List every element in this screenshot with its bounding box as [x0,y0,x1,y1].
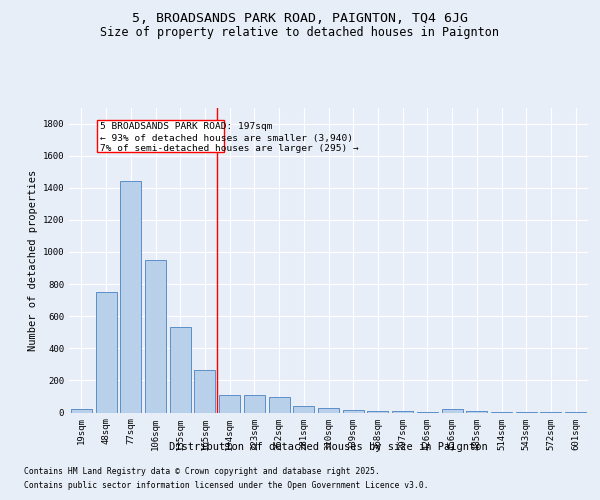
Text: 7% of semi-detached houses are larger (295) →: 7% of semi-detached houses are larger (2… [100,144,358,154]
Text: Distribution of detached houses by size in Paignton: Distribution of detached houses by size … [169,442,488,452]
Bar [194,370,215,412]
Bar [343,410,364,412]
Bar [120,182,141,412]
Bar [170,326,191,412]
Bar [145,260,166,412]
FancyBboxPatch shape [97,120,224,152]
Bar [466,411,487,412]
Text: Size of property relative to detached houses in Paignton: Size of property relative to detached ho… [101,26,499,39]
Text: 5, BROADSANDS PARK ROAD, PAIGNTON, TQ4 6JG: 5, BROADSANDS PARK ROAD, PAIGNTON, TQ4 6… [132,12,468,26]
Text: Contains HM Land Registry data © Crown copyright and database right 2025.: Contains HM Land Registry data © Crown c… [24,467,380,476]
Bar [392,411,413,412]
Bar [219,395,240,412]
Text: ← 93% of detached houses are smaller (3,940): ← 93% of detached houses are smaller (3,… [100,134,353,142]
Bar [442,410,463,412]
Bar [244,395,265,412]
Bar [269,397,290,412]
Y-axis label: Number of detached properties: Number of detached properties [28,170,38,350]
Bar [318,408,339,412]
Text: 5 BROADSANDS PARK ROAD: 197sqm: 5 BROADSANDS PARK ROAD: 197sqm [100,122,272,132]
Bar [293,406,314,412]
Text: Contains public sector information licensed under the Open Government Licence v3: Contains public sector information licen… [24,481,428,490]
Bar [71,410,92,412]
Bar [367,411,388,412]
Bar [95,292,116,412]
